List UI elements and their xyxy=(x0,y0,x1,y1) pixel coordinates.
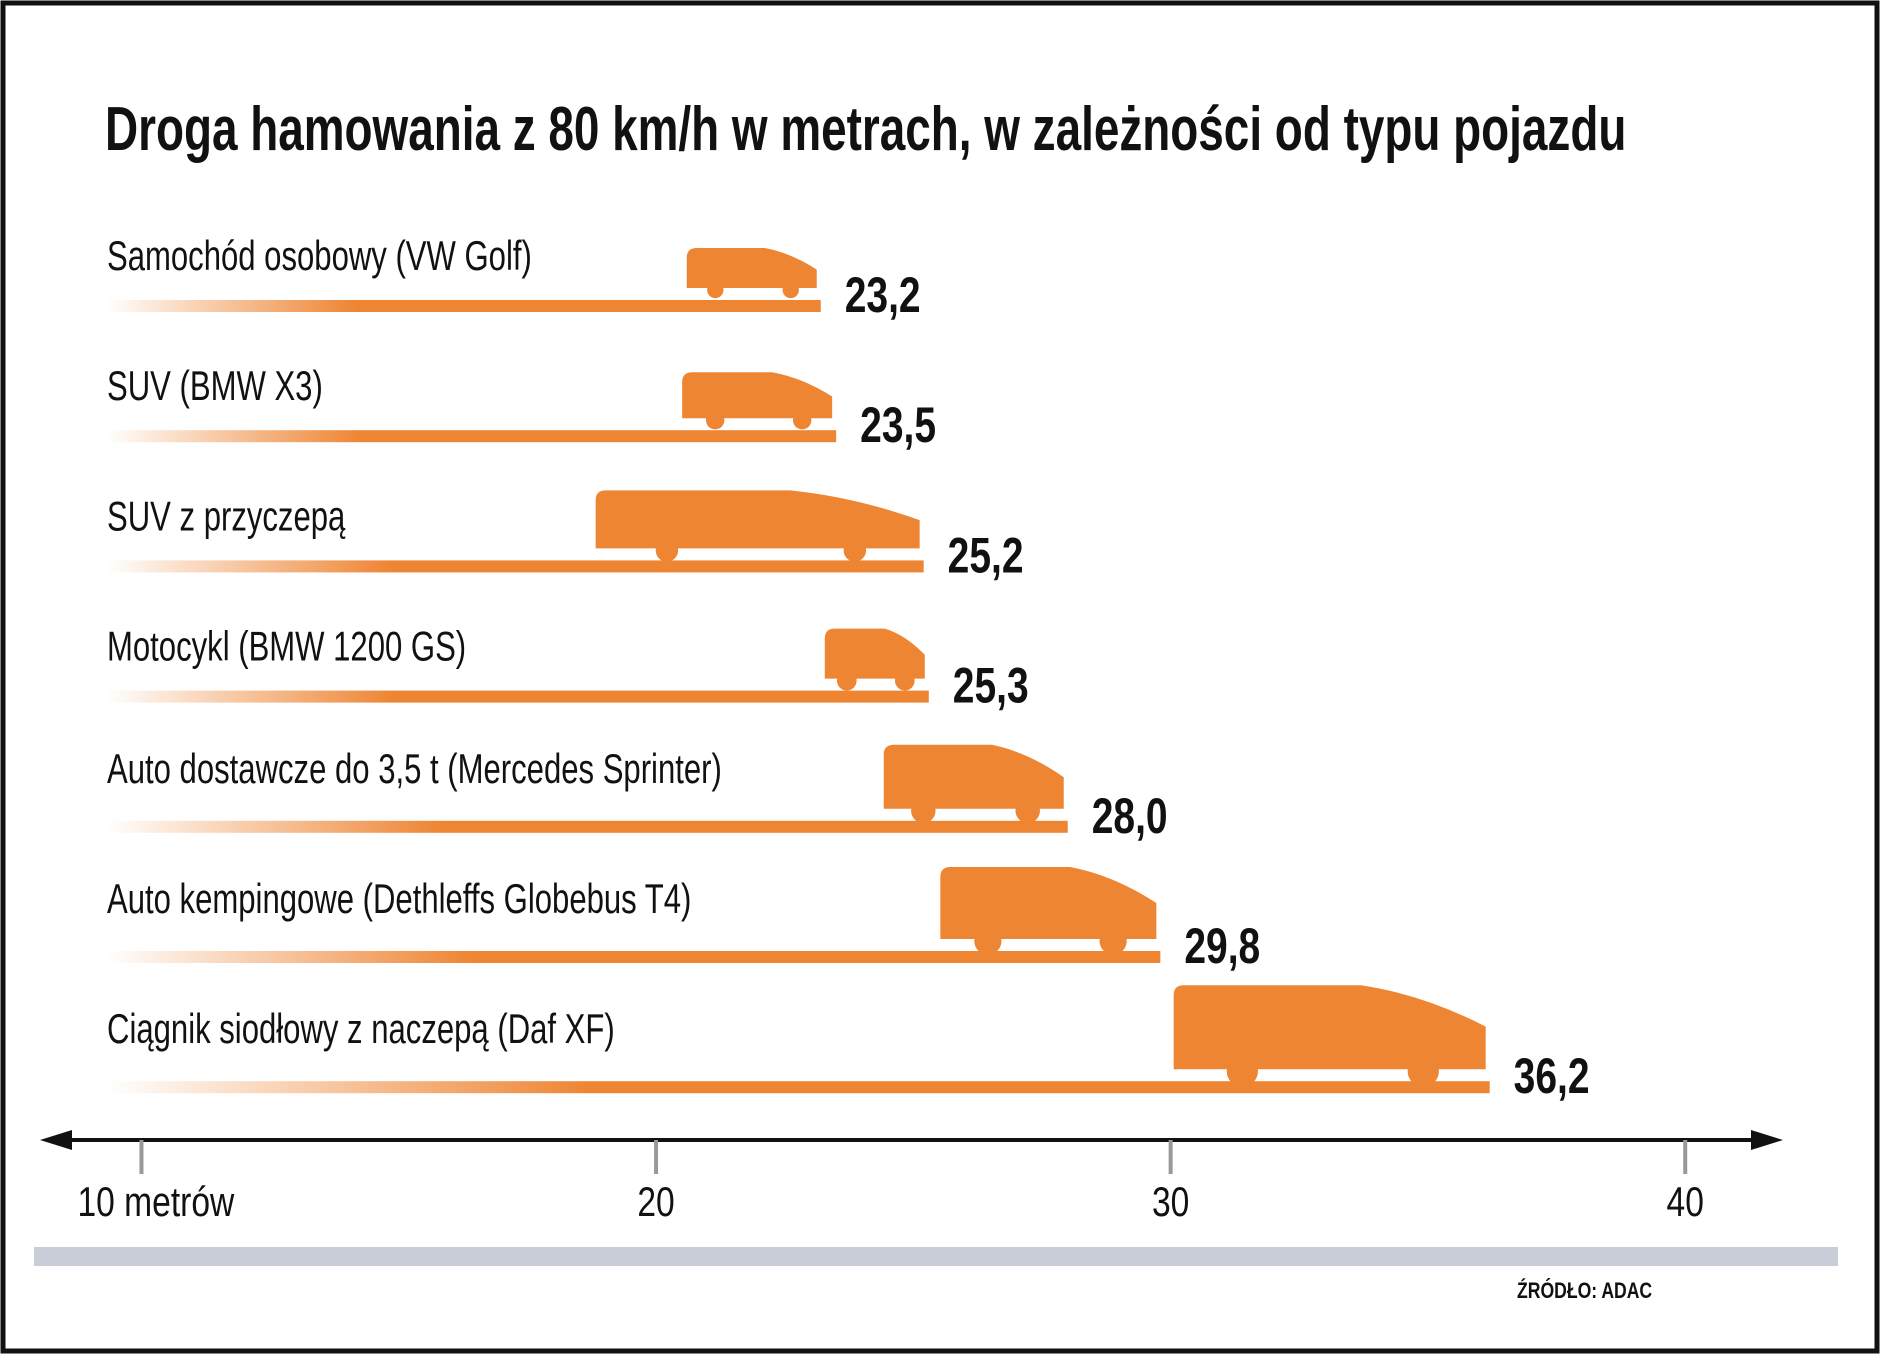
vehicle-icon xyxy=(883,744,1064,809)
value-label: 28,0 xyxy=(1092,787,1168,844)
source: ŹRÓDŁO: ADAC xyxy=(1517,1277,1652,1304)
value-label-group: 29,8 xyxy=(1184,917,1260,974)
value-label: 23,2 xyxy=(845,266,921,323)
axis-arrow xyxy=(1751,1130,1783,1150)
x-tick-label: 40 xyxy=(1667,1180,1704,1226)
x-tick-label: 10 metrów xyxy=(77,1180,234,1226)
category-label: Ciągnik siodłowy z naczepą (Daf XF) xyxy=(107,1006,615,1053)
bar xyxy=(106,430,837,443)
category-label-group: Auto dostawcze do 3,5 t (Mercedes Sprint… xyxy=(107,745,722,792)
value-label-group: 23,2 xyxy=(845,266,921,323)
value-label-group: 36,2 xyxy=(1514,1047,1590,1104)
x-tick-label-group: 10 metrów xyxy=(77,1180,234,1226)
value-label-group: 23,5 xyxy=(860,396,936,453)
category-label-group: Motocykl (BMW 1200 GS) xyxy=(107,623,466,670)
value-label-group: 25,3 xyxy=(953,657,1029,714)
value-label: 23,5 xyxy=(860,396,936,453)
vehicle-wheel xyxy=(1015,798,1040,824)
category-label: SUV (BMW X3) xyxy=(107,363,323,410)
title-group: Droga hamowania z 80 km/h w metrach, w z… xyxy=(105,94,1626,163)
value-label-group: 25,2 xyxy=(948,527,1024,584)
vehicle-wheel xyxy=(1099,927,1127,955)
category-label-group: Ciągnik siodłowy z naczepą (Daf XF) xyxy=(107,1006,615,1053)
category-label-group: SUV z przyczepą xyxy=(107,493,346,540)
category-label-group: Samochód osobowy (VW Golf) xyxy=(107,232,532,279)
vehicle-wheel xyxy=(792,411,812,430)
vehicle-wheel xyxy=(836,670,857,691)
footer-band xyxy=(34,1247,1838,1266)
vehicle-wheel xyxy=(1407,1055,1439,1087)
vehicle-wheel xyxy=(655,539,679,562)
vehicle-icon xyxy=(595,490,920,549)
vehicle-icon xyxy=(940,867,1157,939)
vehicle-wheel xyxy=(705,411,725,430)
vehicle-wheel xyxy=(707,281,724,299)
vehicle-icon xyxy=(824,628,925,679)
value-label: 25,2 xyxy=(948,527,1024,584)
vehicle-wheel xyxy=(782,281,799,299)
bar xyxy=(106,951,1161,963)
x-tick-label-group: 20 xyxy=(637,1180,674,1226)
axis-arrow xyxy=(40,1130,72,1150)
vehicle-wheel xyxy=(894,670,915,691)
category-label: Samochód osobowy (VW Golf) xyxy=(107,232,532,279)
x-tick-label-group: 40 xyxy=(1667,1180,1704,1226)
vehicle-wheel xyxy=(843,539,867,562)
bar xyxy=(106,560,924,573)
chart-title: Droga hamowania z 80 km/h w metrach, w z… xyxy=(105,94,1626,163)
value-label: 36,2 xyxy=(1514,1047,1590,1104)
x-tick-label-group: 30 xyxy=(1152,1180,1189,1226)
bar xyxy=(106,300,821,312)
category-label: Motocykl (BMW 1200 GS) xyxy=(107,623,466,670)
category-label: Auto kempingowe (Dethleffs Globebus T4) xyxy=(107,875,691,922)
source-group: ŹRÓDŁO: ADAC xyxy=(1517,1277,1652,1304)
category-label: Auto dostawcze do 3,5 t (Mercedes Sprint… xyxy=(107,745,722,792)
vehicle-wheel xyxy=(974,927,1002,955)
vehicle-icon xyxy=(1173,985,1486,1070)
bar xyxy=(106,1081,1490,1094)
vehicle-icon xyxy=(682,372,833,419)
category-label: SUV z przyczepą xyxy=(107,493,346,540)
bar xyxy=(106,820,1068,833)
value-label-group: 28,0 xyxy=(1092,787,1168,844)
category-label-group: SUV (BMW X3) xyxy=(107,363,323,410)
x-tick-label: 30 xyxy=(1152,1180,1189,1226)
value-label: 25,3 xyxy=(953,657,1029,714)
vehicle-wheel xyxy=(1226,1055,1258,1087)
value-label: 29,8 xyxy=(1184,917,1260,974)
vehicle-wheel xyxy=(911,798,936,824)
vehicle-icon xyxy=(686,248,817,288)
x-tick-label: 20 xyxy=(637,1180,674,1226)
category-label-group: Auto kempingowe (Dethleffs Globebus T4) xyxy=(107,875,691,922)
bar xyxy=(106,690,929,703)
